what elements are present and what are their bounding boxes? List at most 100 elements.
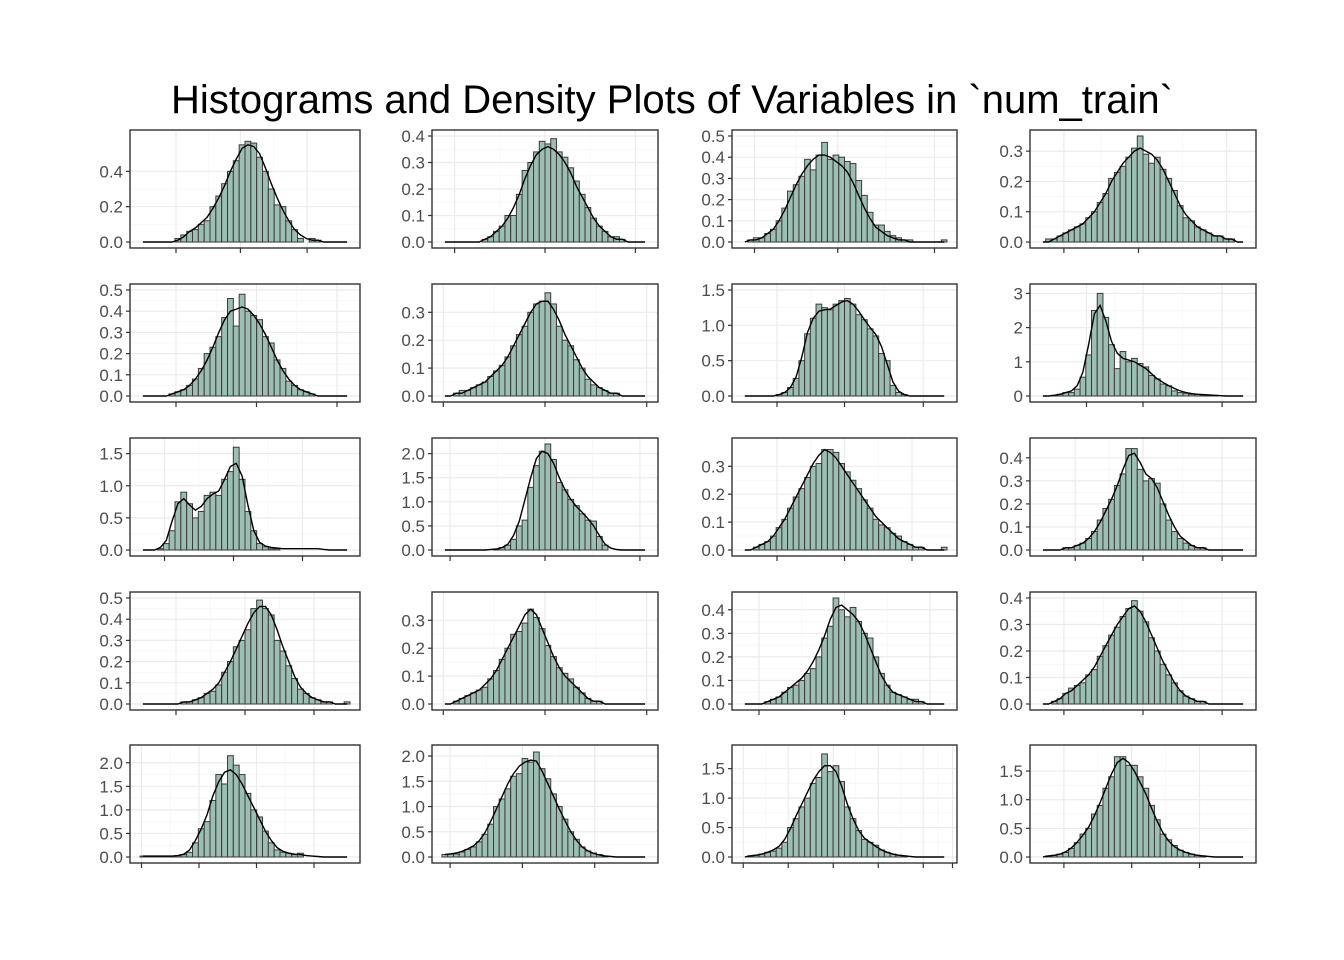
histogram-bar [590,384,597,397]
panel-5: 0.0 0.1 0.2 0.3 0.4 0.5 [99,281,361,407]
panel-11: 0.0 0.1 0.2 0.3 [701,437,958,561]
histogram-bar [769,850,777,858]
histogram-bar [849,479,857,551]
histogram-bar [1096,804,1104,858]
histogram-bar [1079,682,1087,705]
histogram-bar [521,169,529,243]
histogram-bar [573,359,580,397]
histogram-bar [1188,220,1196,243]
histogram-bar [297,237,304,243]
histogram-bar [550,656,557,705]
y-tick-label: 1.0 [99,801,123,820]
histogram-bar [826,771,834,858]
histogram-bar [1153,650,1161,705]
y-tick-label: 0.1 [701,671,725,690]
histogram-bar [1142,621,1150,705]
y-tick-label: 0.2 [99,345,123,364]
histogram-bar [1073,388,1081,397]
panel-border [129,744,361,864]
y-tick-label: 0.2 [999,495,1023,514]
histogram-bar [291,678,298,705]
y-tick-label: 0.4 [99,162,123,181]
y-tick-label: 0.5 [99,589,123,608]
panel-border [1029,591,1257,711]
panel-6: 0.0 0.1 0.2 0.3 [401,283,659,407]
histogram-bar [1125,448,1133,551]
y-tick-label: 0.0 [701,848,725,867]
histogram-bar [1153,156,1161,243]
y-tick-label: 1.0 [401,493,425,512]
y-tick-label: 0.3 [701,169,725,188]
y-tick-label: 0.3 [701,624,725,643]
y-tick-label: 0.5 [701,819,725,838]
histogram-bar [798,175,806,243]
y-tick-label: 0.0 [401,233,425,252]
histogram-bar [527,162,535,243]
histogram-bar [844,297,851,397]
histogram-bar [838,463,845,551]
histogram-bar [1148,162,1155,243]
y-tick-label: 0.0 [701,541,725,560]
histogram-bar [1159,833,1167,858]
panel-16: 0.0 0.1 0.2 0.3 0.4 [999,589,1257,715]
histogram-bar [1131,764,1138,858]
density-curve [444,450,646,551]
histogram-bar [1108,177,1115,243]
histogram-bar [866,328,874,397]
y-tick-label: 0.3 [701,457,725,476]
density-curve [142,306,348,397]
y-tick-label: 0.2 [99,653,123,672]
panel-20: 0.0 0.5 1.0 1.5 [999,744,1257,868]
y-tick-label: 0.0 [99,387,123,406]
histogram-bar [538,140,546,243]
histogram-bar [487,678,494,705]
histogram-bar [1159,663,1167,705]
y-tick-label: 0.2 [401,331,425,350]
y-tick-label: 0.0 [99,848,123,867]
histogram-bar [866,211,874,243]
histogram-bar [798,488,806,551]
histogram-bar [1182,217,1190,243]
y-tick-label: 0.2 [401,639,425,658]
histogram-bar [168,530,176,551]
density-curve [1042,757,1244,858]
histogram-bar [1085,674,1093,705]
y-tick-label: 0.0 [401,848,425,867]
histogram-bar [844,616,851,705]
histogram-bar [861,632,868,705]
histogram-bar [815,777,823,858]
histogram-bar [232,646,240,705]
histogram-bar [1194,226,1201,243]
panel-border [1029,129,1257,249]
panel-19: 0.0 0.5 1.0 1.5 [701,744,958,868]
density-curve [444,608,646,705]
y-tick-label: 0.4 [701,601,725,620]
histogram-bar [1125,156,1133,243]
histogram-bar [821,141,828,243]
histogram-bar [826,309,834,397]
histogram-bar [162,543,170,551]
histogram-bar [1108,344,1115,397]
histogram-bar [1176,205,1184,243]
histogram-bar [1125,361,1133,397]
histogram-bar [1159,168,1167,243]
histogram-bar [244,629,252,705]
histogram-bar [527,311,535,397]
y-tick-label: 1.0 [701,789,725,808]
density-curve [744,604,945,705]
panel-10: 0.0 0.5 1.0 1.5 2.0 [401,437,659,561]
histogram-bar [250,608,258,705]
histogram-bar [256,599,263,705]
histogram-bar [267,614,275,705]
histogram-bar [1165,674,1173,705]
histogram-bar [538,450,546,551]
y-tick-label: 1.0 [99,477,123,496]
histogram-bar [215,494,223,551]
histogram-bar [1142,153,1150,243]
y-tick-label: 0.3 [999,616,1023,635]
histogram-bar [1131,448,1138,551]
histogram-bar [1085,827,1093,858]
y-tick-label: 0.3 [999,472,1023,491]
y-tick-label: 0 [1014,387,1023,406]
histogram-bar [844,471,851,551]
